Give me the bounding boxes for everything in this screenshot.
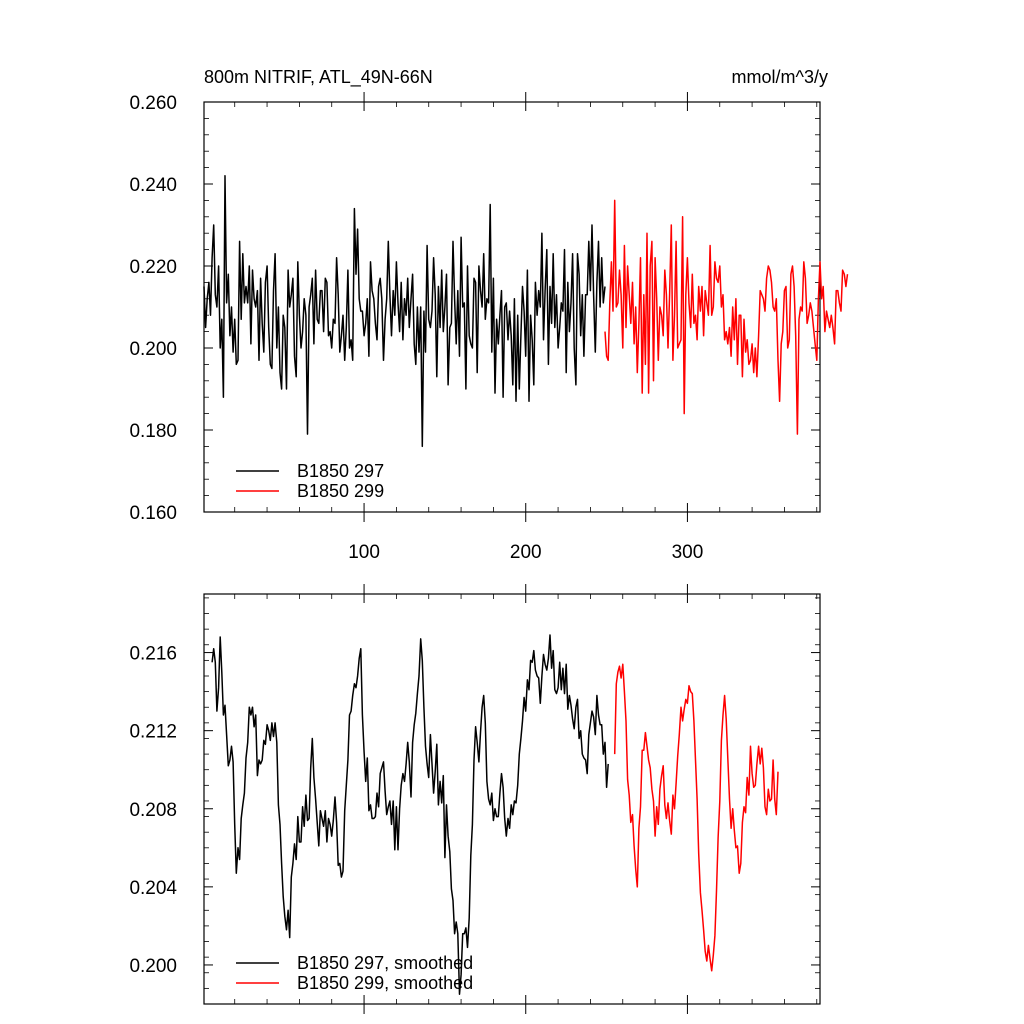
y-tick-label: 0.208 bbox=[129, 800, 177, 821]
series-line-2 bbox=[604, 199, 849, 435]
y-tick-label: 0.260 bbox=[129, 93, 177, 114]
x-tick-label: 200 bbox=[510, 542, 542, 563]
legend-label-2: B1850 299 bbox=[297, 481, 384, 501]
y-tick-label: 0.204 bbox=[129, 878, 177, 899]
y-tick-label: 0.212 bbox=[129, 722, 177, 743]
series-line-2 bbox=[613, 663, 779, 972]
y-tick-label: 0.220 bbox=[129, 257, 177, 278]
legend-label-2: B1850 299, smoothed bbox=[297, 973, 473, 993]
plot-frame bbox=[203, 593, 821, 1005]
series-line-1 bbox=[211, 634, 609, 995]
y-tick-label: 0.216 bbox=[129, 644, 177, 665]
legend-label-1: B1850 297 bbox=[297, 461, 384, 481]
y-tick-label: 0.240 bbox=[129, 175, 177, 196]
top-panel: 800m NITRIF, ATL_49N-66N mmol/m^3/y 0.16… bbox=[129, 67, 849, 563]
chart-title-left: 800m NITRIF, ATL_49N-66N bbox=[204, 67, 433, 88]
x-tick-label: 300 bbox=[672, 542, 704, 563]
y-tick-label: 0.180 bbox=[129, 421, 177, 442]
x-tick-label: 100 bbox=[348, 542, 380, 563]
chart-units-label: mmol/m^3/y bbox=[732, 67, 828, 87]
y-tick-label: 0.200 bbox=[129, 956, 177, 977]
legend-label-1: B1850 297, smoothed bbox=[297, 953, 473, 973]
bottom-panel: 0.200 0.204 0.208 0.212 0.216 B1850 297, smoo… bbox=[129, 584, 821, 1014]
plot-frame bbox=[203, 101, 821, 513]
series-line-1 bbox=[203, 175, 606, 448]
y-tick-label: 0.160 bbox=[129, 503, 177, 524]
y-tick-label: 0.200 bbox=[129, 339, 177, 360]
